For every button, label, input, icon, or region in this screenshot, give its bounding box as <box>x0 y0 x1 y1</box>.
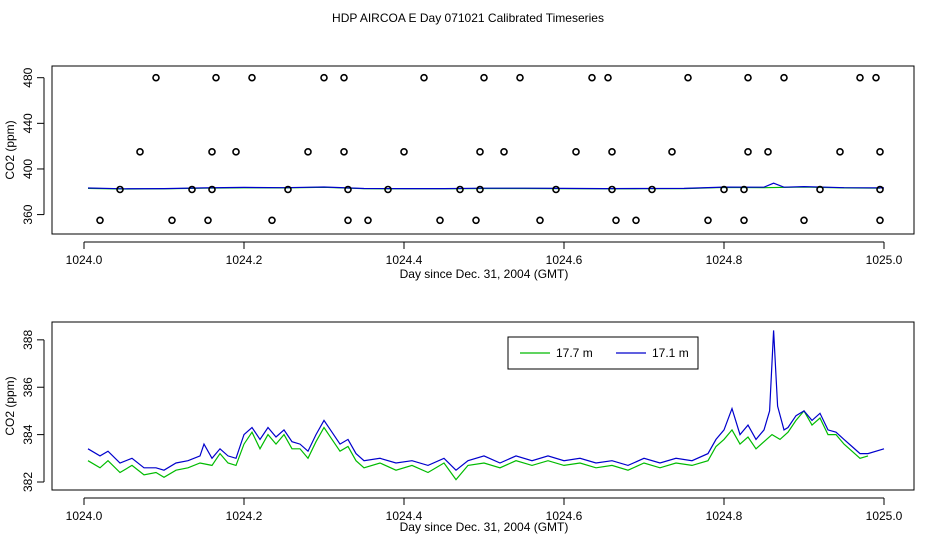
top-panel: 1024.0 1024.2 1024.4 1024.6 1024.8 1025.0 360 4… <box>3 65 915 281</box>
scatter-point <box>436 216 444 225</box>
y-axis-label: CO2 (ppm) <box>3 376 17 435</box>
legend-label: 17.1 m <box>652 346 689 360</box>
scatter-point <box>648 185 656 194</box>
scatter-point <box>476 185 484 194</box>
scatter-point <box>608 185 616 194</box>
scatter-point <box>168 216 176 225</box>
scatter-point <box>816 185 824 194</box>
scatter-point <box>208 148 216 156</box>
scatter-point <box>516 73 524 82</box>
x-axis-label: Day since Dec. 31, 2004 (GMT) <box>400 520 569 534</box>
scatter-point <box>472 216 480 225</box>
scatter-point <box>208 185 216 194</box>
main-title: HDP AIRCOA E Day 071021 Calibrated Times… <box>332 11 604 25</box>
scatter-point <box>876 185 884 194</box>
scatter-point <box>612 216 620 225</box>
y-tick-label: 440 <box>21 113 35 133</box>
x-tick-label: 1025.0 <box>866 253 903 267</box>
scatter-point <box>284 185 292 194</box>
scatter-point <box>268 216 276 225</box>
scatter-point <box>876 216 884 225</box>
y-tick-label: 386 <box>21 377 35 397</box>
scatter-point <box>364 216 372 225</box>
scatter-point <box>744 148 752 156</box>
scatter-point <box>204 216 212 225</box>
x-tick-label: 1024.4 <box>386 509 423 523</box>
x-tick-label: 1024.0 <box>66 253 103 267</box>
x-tick-label: 1024.8 <box>706 253 743 267</box>
scatter-point <box>720 185 728 194</box>
scatter-point <box>500 148 508 156</box>
scatter-point <box>588 73 596 82</box>
x-tick-label: 1024.6 <box>546 509 583 523</box>
scatter-point <box>384 185 392 194</box>
scatter-point <box>876 148 884 156</box>
x-tick-label: 1024.4 <box>386 253 423 267</box>
y-tick-label: 480 <box>21 67 35 87</box>
scatter-point <box>872 73 880 82</box>
scatter-point <box>536 216 544 225</box>
scatter-point <box>304 148 312 156</box>
scatter-point <box>400 148 408 156</box>
scatter-point <box>800 216 808 225</box>
scatter-point <box>232 148 240 156</box>
y-tick-label: 360 <box>21 204 35 224</box>
scatter-point <box>344 185 352 194</box>
scatter-point <box>740 216 748 225</box>
scatter-point <box>608 148 616 156</box>
scatter-point <box>632 216 640 225</box>
x-tick-label: 1024.0 <box>66 509 103 523</box>
series-line-0 <box>87 409 869 481</box>
scatter-point <box>320 73 328 82</box>
legend: 17.7 m 17.1 m <box>507 336 699 370</box>
x-tick-label: 1024.2 <box>226 509 263 523</box>
scatter-point <box>780 73 788 82</box>
scatter-point <box>344 216 352 225</box>
scatter-point <box>188 185 196 194</box>
scatter-point <box>136 148 144 156</box>
y-tick-label: 400 <box>21 159 35 179</box>
series-line-1 <box>87 330 885 472</box>
y-tick-label: 382 <box>21 472 35 492</box>
scatter-point <box>740 185 748 194</box>
scatter-point <box>764 148 772 156</box>
scatter-point <box>476 148 484 156</box>
scatter-point <box>836 148 844 156</box>
legend-label: 17.7 m <box>556 346 593 360</box>
scatter-point <box>604 73 612 82</box>
scatter-point <box>420 73 428 82</box>
scatter-point <box>856 73 864 82</box>
plot-frame <box>51 65 915 235</box>
x-tick-label: 1024.2 <box>226 253 263 267</box>
scatter-point <box>212 73 220 82</box>
scatter-point <box>248 73 256 82</box>
x-tick-label: 1024.8 <box>706 509 743 523</box>
scatter-point <box>704 216 712 225</box>
series-line-1 <box>87 182 885 190</box>
scatter-point <box>152 73 160 82</box>
scatter-point <box>340 148 348 156</box>
y-axis-label: CO2 (ppm) <box>3 120 17 179</box>
scatter-point <box>668 148 676 156</box>
scatter-point <box>572 148 580 156</box>
x-axis-label: Day since Dec. 31, 2004 (GMT) <box>400 267 569 281</box>
x-tick-label: 1024.6 <box>546 253 583 267</box>
scatter-point <box>456 185 464 194</box>
x-tick-label: 1025.0 <box>866 509 903 523</box>
scatter-point <box>744 73 752 82</box>
y-tick-label: 388 <box>21 330 35 350</box>
y-tick-label: 384 <box>21 424 35 444</box>
scatter-point <box>116 185 124 194</box>
bottom-panel: 1024.0 1024.2 1024.4 1024.6 1024.8 1025.0 382 3… <box>3 321 915 534</box>
scatter-point <box>684 73 692 82</box>
scatter-point <box>96 216 104 225</box>
scatter-point <box>480 73 488 82</box>
plot-frame <box>51 321 915 491</box>
scatter-point <box>552 185 560 194</box>
scatter-point <box>340 73 348 82</box>
